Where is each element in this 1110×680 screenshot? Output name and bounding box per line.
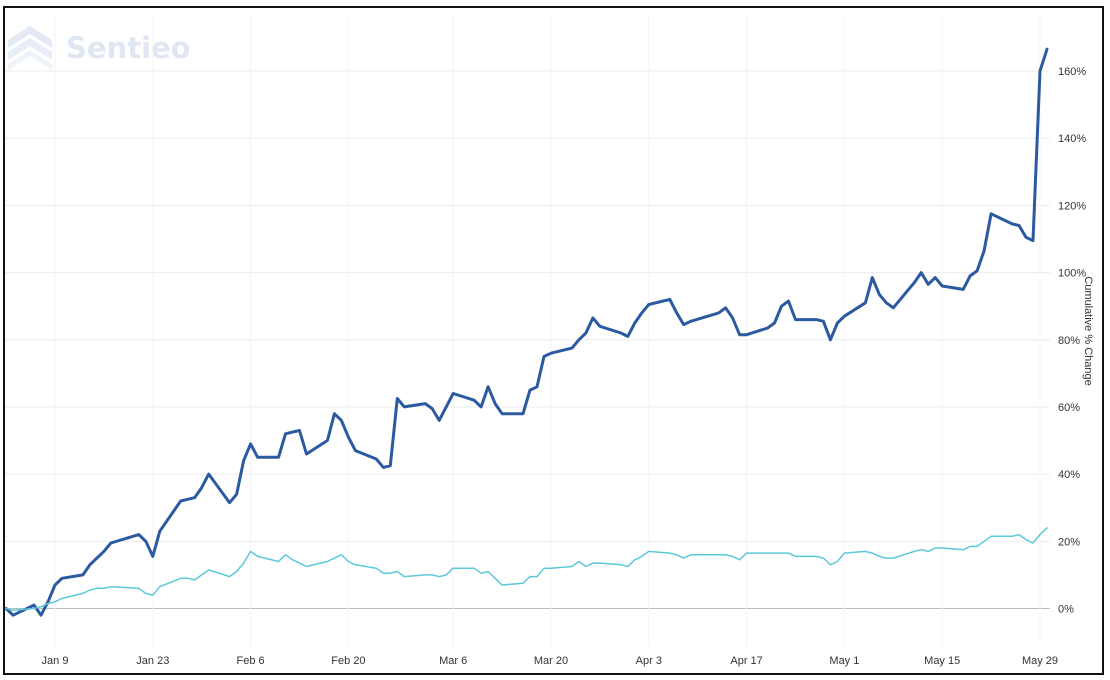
x-tick-label: Mar 6 bbox=[439, 655, 467, 667]
y-axis: 0% 20% 40% 60% 80% 100% 120% 140% 160% bbox=[1058, 66, 1086, 616]
y-tick-label: 160% bbox=[1058, 66, 1086, 78]
x-tick-label: May 29 bbox=[1022, 655, 1058, 667]
x-axis: Jan 9 Jan 23 Feb 6 Feb 20 Mar 6 Mar 20 Apr 3 Ap… bbox=[42, 655, 1059, 667]
x-tick-label: Apr 17 bbox=[730, 655, 762, 667]
y-axis-label: Cumulative % Change bbox=[1082, 276, 1094, 385]
y-tick-label: 0% bbox=[1058, 604, 1074, 616]
x-tick-label: Apr 3 bbox=[636, 655, 662, 667]
series-layer bbox=[4, 47, 1049, 617]
y-tick-label: 100% bbox=[1058, 268, 1086, 280]
series-line-2 bbox=[5, 527, 1048, 611]
x-tick-label: May 1 bbox=[829, 655, 859, 667]
x-tick-label: Feb 20 bbox=[331, 655, 365, 667]
sentieo-watermark: Sentieo bbox=[8, 26, 191, 70]
y-tick-label: 20% bbox=[1058, 536, 1080, 548]
y-tick-label: 140% bbox=[1058, 133, 1086, 145]
y-tick-label: 80% bbox=[1058, 335, 1080, 347]
x-tick-label: Jan 9 bbox=[42, 655, 69, 667]
x-tick-label: Feb 6 bbox=[237, 655, 265, 667]
y-tick-label: 120% bbox=[1058, 200, 1086, 212]
series-line-1 bbox=[4, 47, 1049, 617]
y-tick-label: 40% bbox=[1058, 469, 1080, 481]
series-points-2 bbox=[5, 527, 1048, 612]
sentieo-logo-icon bbox=[8, 26, 52, 70]
x-tick-label: Mar 20 bbox=[534, 655, 568, 667]
chart-frame bbox=[3, 6, 1104, 675]
chart-grid bbox=[5, 15, 1050, 646]
sentieo-logo-text: Sentieo bbox=[66, 31, 191, 65]
x-tick-label: Jan 23 bbox=[136, 655, 169, 667]
x-tick-label: May 15 bbox=[924, 655, 960, 667]
y-tick-label: 60% bbox=[1058, 402, 1080, 414]
